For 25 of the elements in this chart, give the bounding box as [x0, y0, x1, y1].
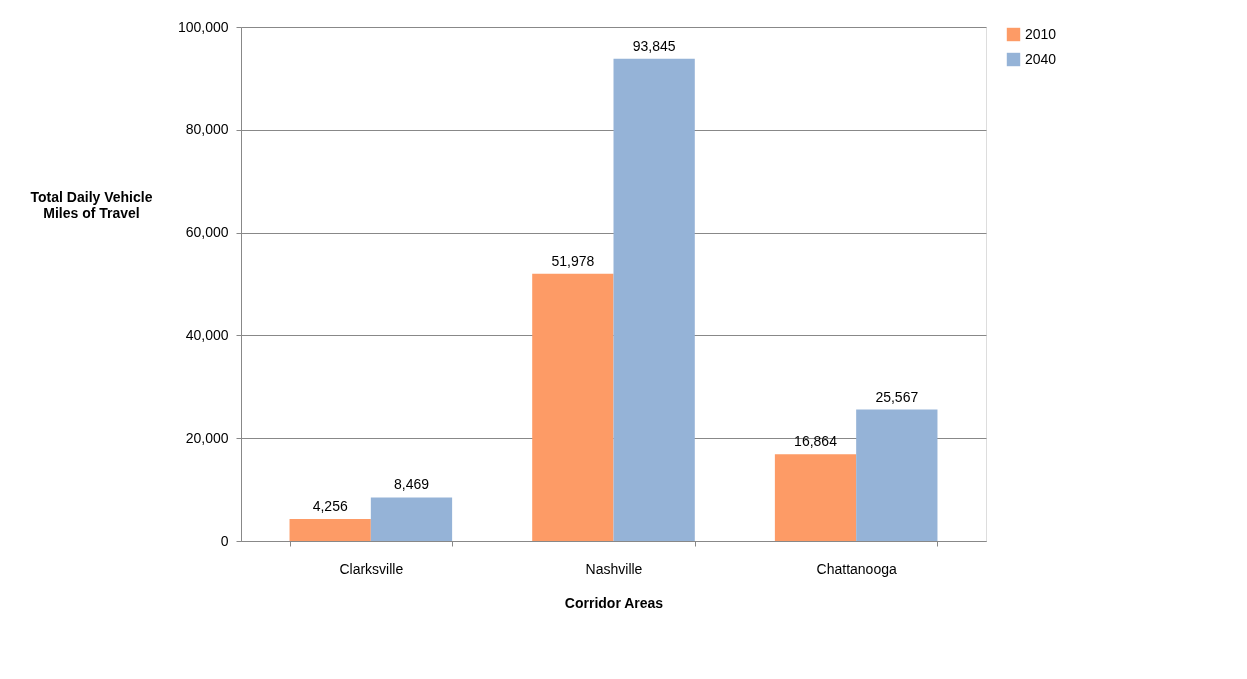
- x-axis-title: Corridor Areas: [564, 594, 664, 611]
- y-tick-label: 60,000: [185, 224, 229, 241]
- data-label: 93,845: [632, 37, 676, 54]
- bar: [532, 273, 614, 541]
- data-label: 8,469: [393, 476, 430, 493]
- bar: [856, 409, 938, 541]
- y-tick-label: 100,000: [177, 18, 229, 35]
- data-label: 16,864: [794, 433, 838, 450]
- bar: [289, 519, 371, 541]
- bar: [774, 454, 857, 541]
- x-tick-label: Nashville: [585, 560, 643, 577]
- x-tick-label: Clarksville: [339, 560, 404, 577]
- y-tick-label: 20,000: [185, 429, 229, 446]
- y-tick-label: 0: [220, 532, 229, 549]
- y-axis-title: Total Daily Vehicle Miles of Travel: [30, 188, 153, 221]
- data-label: 4,256: [312, 498, 348, 515]
- bar: [370, 497, 453, 541]
- data-label: 51,978: [551, 252, 595, 269]
- legend-label: 2040: [1025, 50, 1057, 67]
- legend-label: 2010: [1025, 25, 1057, 42]
- data-label: 25,567: [875, 388, 919, 405]
- x-tick-label: Chattanooga: [816, 560, 897, 577]
- y-tick-label: 40,000: [185, 326, 229, 343]
- y-tick-label: 80,000: [185, 121, 229, 138]
- bar: [613, 58, 695, 541]
